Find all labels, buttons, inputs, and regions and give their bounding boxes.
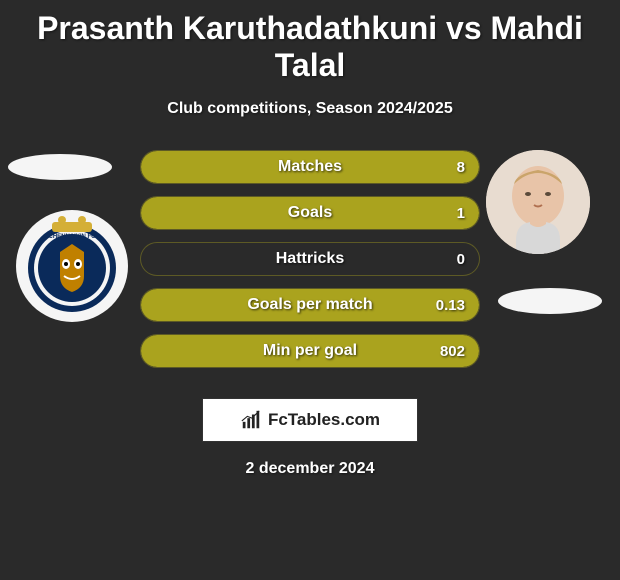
brand-text: FcTables.com [268,410,380,430]
subtitle: Club competitions, Season 2024/2025 [0,100,620,118]
chart-icon [240,409,262,431]
left-club-crest: CHENNAIYIN FC [16,210,128,322]
stat-label: Goals [141,197,479,229]
stat-label: Goals per match [141,289,479,321]
page-title: Prasanth Karuthadathkuni vs Mahdi Talal [0,0,620,84]
stat-row: Hattricks0 [140,242,480,276]
stat-row: Matches8 [140,150,480,184]
stat-value-right: 8 [457,151,465,183]
stat-row: Goals1 [140,196,480,230]
stat-value-right: 0 [457,243,465,275]
brand-box[interactable]: FcTables.com [202,398,418,442]
crest-icon: CHENNAIYIN FC [22,216,122,316]
stat-value-right: 1 [457,197,465,229]
stat-label: Hattricks [141,243,479,275]
stat-row: Goals per match0.13 [140,288,480,322]
stat-label: Min per goal [141,335,479,367]
right-player-ellipse [498,288,602,314]
stat-bars: Matches8Goals1Hattricks0Goals per match0… [140,150,480,380]
crest-text: CHENNAIYIN FC [48,234,96,240]
comparison-area: CHENNAIYIN FC Matches8 Goals1 Hattricks0 Go… [0,150,620,390]
stat-value-right: 802 [440,335,465,367]
stat-row: Min per goal802 [140,334,480,368]
stat-value-right: 0.13 [436,289,465,321]
face-icon [486,150,590,254]
stat-label: Matches [141,151,479,183]
date-text: 2 december 2024 [0,460,620,478]
right-player-photo [486,150,590,254]
left-player-ellipse [8,154,112,180]
